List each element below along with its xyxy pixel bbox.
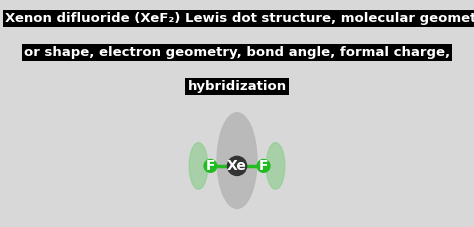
Text: Xe: Xe: [227, 159, 247, 173]
Ellipse shape: [189, 143, 208, 189]
Text: F: F: [206, 159, 215, 173]
Text: or shape, electron geometry, bond angle, formal charge,: or shape, electron geometry, bond angle,…: [24, 46, 450, 59]
Circle shape: [257, 160, 270, 172]
Text: hybridization: hybridization: [187, 80, 287, 93]
Text: F: F: [259, 159, 268, 173]
Circle shape: [204, 160, 217, 172]
Ellipse shape: [217, 113, 257, 208]
Text: Xenon difluoride (XeF₂) Lewis dot structure, molecular geometry: Xenon difluoride (XeF₂) Lewis dot struct…: [5, 12, 474, 25]
Ellipse shape: [266, 143, 285, 189]
Circle shape: [228, 156, 246, 175]
